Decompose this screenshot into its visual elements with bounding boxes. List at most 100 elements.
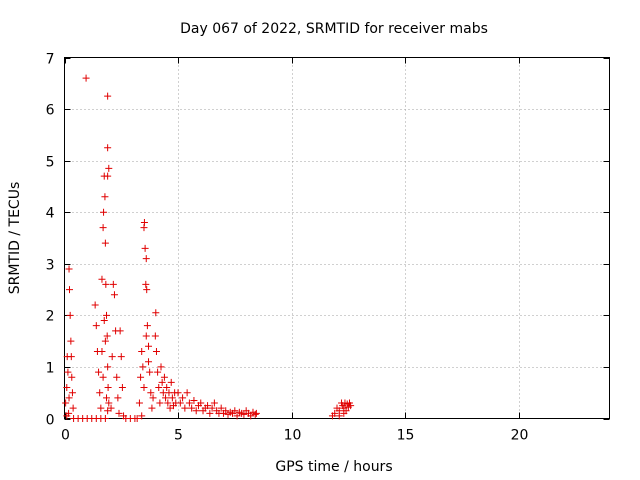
data-point: [103, 332, 111, 340]
data-point: [340, 409, 348, 417]
data-point: [95, 368, 103, 376]
data-point: [143, 322, 151, 330]
data-point: [103, 394, 111, 402]
data-point: [99, 224, 107, 232]
data-point: [204, 402, 212, 410]
data-point: [157, 363, 165, 371]
data-point: [96, 389, 104, 397]
data-point: [154, 368, 162, 376]
data-point: [140, 219, 148, 227]
data-point: [168, 394, 176, 402]
data-point: [139, 363, 147, 371]
data-point: [97, 404, 105, 412]
data-point: [192, 407, 200, 415]
data-point: [210, 399, 218, 407]
data-point: [151, 332, 159, 340]
data-point: [65, 394, 73, 402]
data-point: [108, 353, 116, 361]
x-tick-label: 0: [61, 428, 70, 444]
data-point: [156, 399, 164, 407]
data-point: [208, 404, 216, 412]
data-point: [133, 415, 141, 422]
data-point: [147, 389, 155, 397]
x-tick-label: 10: [284, 428, 302, 444]
data-point: [105, 399, 113, 407]
data-point: [335, 412, 343, 420]
data-point: [113, 373, 121, 381]
data-point: [142, 255, 150, 263]
data-point: [222, 407, 230, 415]
x-tick-label: 20: [511, 428, 529, 444]
data-point: [63, 412, 71, 420]
data-point: [143, 286, 151, 294]
data-point: [331, 409, 339, 417]
data-point: [82, 74, 90, 82]
data-point: [98, 275, 106, 283]
data-point: [142, 332, 150, 340]
y-tick-label: 4: [46, 206, 55, 222]
data-point: [252, 409, 260, 417]
data-point: [155, 384, 163, 392]
data-point: [104, 92, 112, 100]
data-point: [152, 309, 160, 317]
y-tick-label: 7: [46, 52, 55, 68]
data-point: [104, 172, 112, 180]
data-point: [101, 193, 109, 201]
data-point: [197, 399, 205, 407]
data-point: [63, 384, 71, 392]
data-point: [100, 317, 108, 325]
data-point: [347, 402, 355, 410]
y-tick-label: 1: [46, 361, 55, 377]
data-point: [62, 399, 70, 407]
data-point: [145, 358, 153, 366]
data-point: [91, 301, 99, 309]
data-point: [158, 378, 166, 386]
data-point: [179, 394, 187, 402]
data-point: [110, 291, 118, 299]
data-point: [240, 410, 248, 418]
y-tick-label: 5: [46, 155, 55, 171]
data-point: [146, 368, 154, 376]
data-point: [115, 409, 123, 417]
data-point: [104, 363, 112, 371]
data-point: [138, 347, 146, 355]
data-point: [190, 396, 198, 404]
data-point: [188, 404, 196, 412]
data-point: [107, 404, 115, 412]
y-tick-label: 2: [46, 309, 55, 325]
data-point: [233, 412, 241, 420]
data-point: [68, 389, 76, 397]
data-point: [167, 378, 175, 386]
data-point: [101, 415, 109, 422]
data-point: [176, 399, 184, 407]
axes: [64, 57, 610, 420]
data-point: [141, 244, 149, 252]
data-point: [105, 164, 113, 172]
plot-frame: [64, 57, 610, 419]
data-point: [100, 208, 108, 216]
data-point: [174, 389, 182, 397]
data-point: [138, 412, 146, 420]
data-points: [62, 74, 355, 422]
data-point: [181, 404, 189, 412]
data-point: [99, 373, 107, 381]
data-point: [145, 342, 153, 350]
data-point: [251, 410, 259, 418]
data-point: [102, 280, 110, 288]
data-point: [137, 373, 145, 381]
data-point: [104, 144, 112, 152]
data-point: [149, 394, 157, 402]
y-tick-label: 3: [46, 258, 55, 274]
data-point: [109, 280, 117, 288]
data-point: [135, 399, 143, 407]
x-tick-label: 5: [174, 428, 183, 444]
grid-lines: [64, 57, 610, 419]
data-point: [98, 347, 106, 355]
data-point: [231, 407, 239, 415]
chart-title: Day 067 of 2022, SRMTID for receiver mab…: [180, 21, 488, 37]
data-point: [67, 337, 75, 345]
x-tick-label: 15: [397, 428, 415, 444]
data-point: [92, 322, 100, 330]
data-point: [101, 239, 109, 247]
